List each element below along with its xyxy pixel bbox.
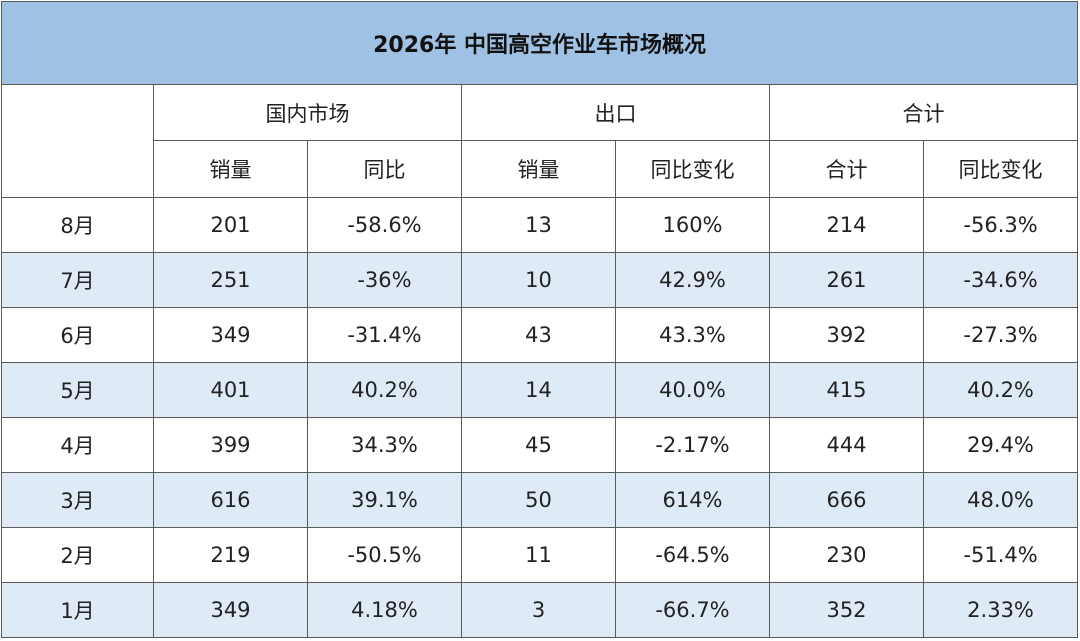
export-yoy-cell: 43.3% — [615, 307, 770, 363]
month-header-empty — [1, 84, 154, 198]
total-yoy-cell: -27.3% — [922, 307, 1079, 363]
domestic-sales-cell: 399 — [153, 417, 308, 473]
total-sales-cell: 214 — [769, 197, 924, 253]
total-sales-cell: 444 — [769, 417, 924, 473]
table-row: 8月 201 -58.6% 13 160% 214 -56.3% — [1, 197, 1079, 253]
table-row: 5月 401 40.2% 14 40.0% 415 40.2% — [1, 362, 1079, 418]
export-sales-cell: 3 — [461, 582, 616, 638]
export-yoy-cell: 42.9% — [615, 252, 770, 308]
domestic-yoy-cell: 4.18% — [307, 582, 462, 638]
table-row: 7月 251 -36% 10 42.9% 261 -34.6% — [1, 252, 1079, 308]
export-yoy-cell: -2.17% — [615, 417, 770, 473]
domestic-yoy-cell: -58.6% — [307, 197, 462, 253]
export-sales-cell: 45 — [461, 417, 616, 473]
total-yoy-cell: -56.3% — [922, 197, 1079, 253]
column-header: 销量 — [461, 140, 616, 198]
column-header: 同比变化 — [615, 140, 770, 198]
domestic-yoy-cell: -31.4% — [307, 307, 462, 363]
total-sales-cell: 392 — [769, 307, 924, 363]
total-sales-cell: 666 — [769, 472, 924, 528]
export-yoy-cell: 614% — [615, 472, 770, 528]
total-yoy-cell: 40.2% — [922, 362, 1079, 418]
domestic-yoy-cell: -50.5% — [307, 527, 462, 583]
month-cell: 6月 — [1, 307, 154, 363]
total-sales-cell: 352 — [769, 582, 924, 638]
export-sales-cell: 11 — [461, 527, 616, 583]
month-cell: 1月 — [1, 582, 154, 638]
total-yoy-cell: 29.4% — [922, 417, 1079, 473]
export-sales-cell: 50 — [461, 472, 616, 528]
domestic-yoy-cell: -36% — [307, 252, 462, 308]
month-cell: 4月 — [1, 417, 154, 473]
export-yoy-cell: -64.5% — [615, 527, 770, 583]
group-header-domestic: 国内市场 — [153, 84, 462, 141]
month-cell: 5月 — [1, 362, 154, 418]
export-sales-cell: 13 — [461, 197, 616, 253]
total-sales-cell: 230 — [769, 527, 924, 583]
table-row: 3月 616 39.1% 50 614% 666 48.0% — [1, 472, 1079, 528]
column-header: 同比 — [307, 140, 462, 198]
total-yoy-cell: 48.0% — [922, 472, 1079, 528]
domestic-sales-cell: 219 — [153, 527, 308, 583]
domestic-sales-cell: 349 — [153, 582, 308, 638]
table-row: 2月 219 -50.5% 11 -64.5% 230 -51.4% — [1, 527, 1079, 583]
group-header-total: 合计 — [768, 84, 1079, 141]
column-header: 销量 — [153, 140, 308, 198]
total-sales-cell: 415 — [769, 362, 924, 418]
export-yoy-cell: 40.0% — [615, 362, 770, 418]
column-header: 同比变化 — [922, 140, 1079, 198]
month-cell: 7月 — [1, 252, 154, 308]
domestic-sales-cell: 201 — [153, 197, 308, 253]
month-cell: 2月 — [1, 527, 154, 583]
export-sales-cell: 10 — [461, 252, 616, 308]
group-header-export: 出口 — [461, 84, 770, 141]
export-sales-cell: 14 — [461, 362, 616, 418]
export-sales-cell: 43 — [461, 307, 616, 363]
column-header: 合计 — [769, 140, 924, 198]
total-yoy-cell: -51.4% — [922, 527, 1079, 583]
domestic-yoy-cell: 39.1% — [307, 472, 462, 528]
month-cell: 8月 — [1, 197, 154, 253]
table-row: 1月 349 4.18% 3 -66.7% 352 2.33% — [1, 582, 1079, 638]
domestic-yoy-cell: 34.3% — [307, 417, 462, 473]
export-yoy-cell: -66.7% — [615, 582, 770, 638]
table-row: 4月 399 34.3% 45 -2.17% 444 29.4% — [1, 417, 1079, 473]
domestic-yoy-cell: 40.2% — [307, 362, 462, 418]
domestic-sales-cell: 616 — [153, 472, 308, 528]
table-title: 2026年 中国高空作业车市场概况 — [0, 1, 1079, 85]
total-yoy-cell: -34.6% — [922, 252, 1079, 308]
domestic-sales-cell: 251 — [153, 252, 308, 308]
table-row: 6月 349 -31.4% 43 43.3% 392 -27.3% — [1, 307, 1079, 363]
month-cell: 3月 — [1, 472, 154, 528]
total-sales-cell: 261 — [769, 252, 924, 308]
total-yoy-cell: 2.33% — [922, 582, 1079, 638]
export-yoy-cell: 160% — [615, 197, 770, 253]
domestic-sales-cell: 401 — [153, 362, 308, 418]
domestic-sales-cell: 349 — [153, 307, 308, 363]
